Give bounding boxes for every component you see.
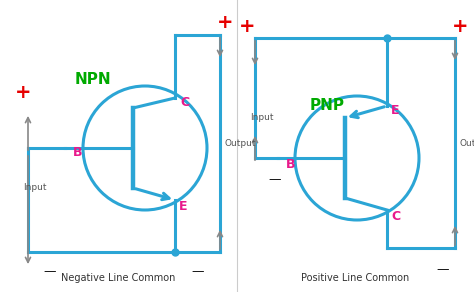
Text: —: — xyxy=(44,265,56,279)
Text: B: B xyxy=(286,157,295,171)
Text: E: E xyxy=(179,199,188,213)
Text: —: — xyxy=(192,265,204,279)
Text: —: — xyxy=(437,263,449,277)
Text: C: C xyxy=(180,96,189,110)
Text: —: — xyxy=(269,173,281,187)
Text: PNP: PNP xyxy=(310,98,345,112)
Text: C: C xyxy=(391,209,400,223)
Text: B: B xyxy=(73,147,82,159)
Text: Input: Input xyxy=(23,183,46,192)
Text: +: + xyxy=(239,17,255,36)
Text: +: + xyxy=(452,17,468,36)
Text: Output: Output xyxy=(225,139,256,148)
Text: Negative Line Common: Negative Line Common xyxy=(61,273,175,283)
Text: Output: Output xyxy=(460,138,474,147)
Text: +: + xyxy=(15,84,31,102)
Text: Input: Input xyxy=(250,114,273,123)
Text: +: + xyxy=(217,13,233,32)
Text: E: E xyxy=(391,105,400,117)
Text: Positive Line Common: Positive Line Common xyxy=(301,273,409,283)
Text: NPN: NPN xyxy=(75,72,111,88)
